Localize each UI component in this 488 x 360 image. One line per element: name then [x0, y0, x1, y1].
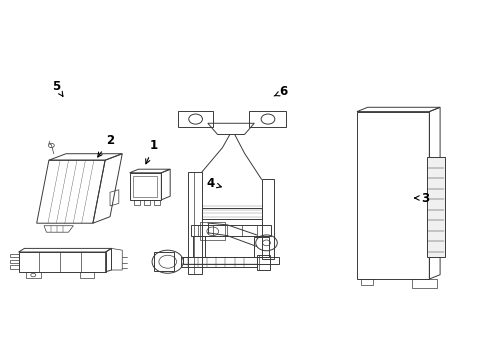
Text: 1: 1	[145, 139, 158, 164]
Text: 6: 6	[274, 85, 287, 98]
Polygon shape	[426, 157, 445, 257]
Text: 2: 2	[98, 134, 114, 157]
Text: 3: 3	[414, 192, 428, 204]
Text: 5: 5	[52, 80, 63, 96]
Text: 4: 4	[206, 177, 221, 190]
